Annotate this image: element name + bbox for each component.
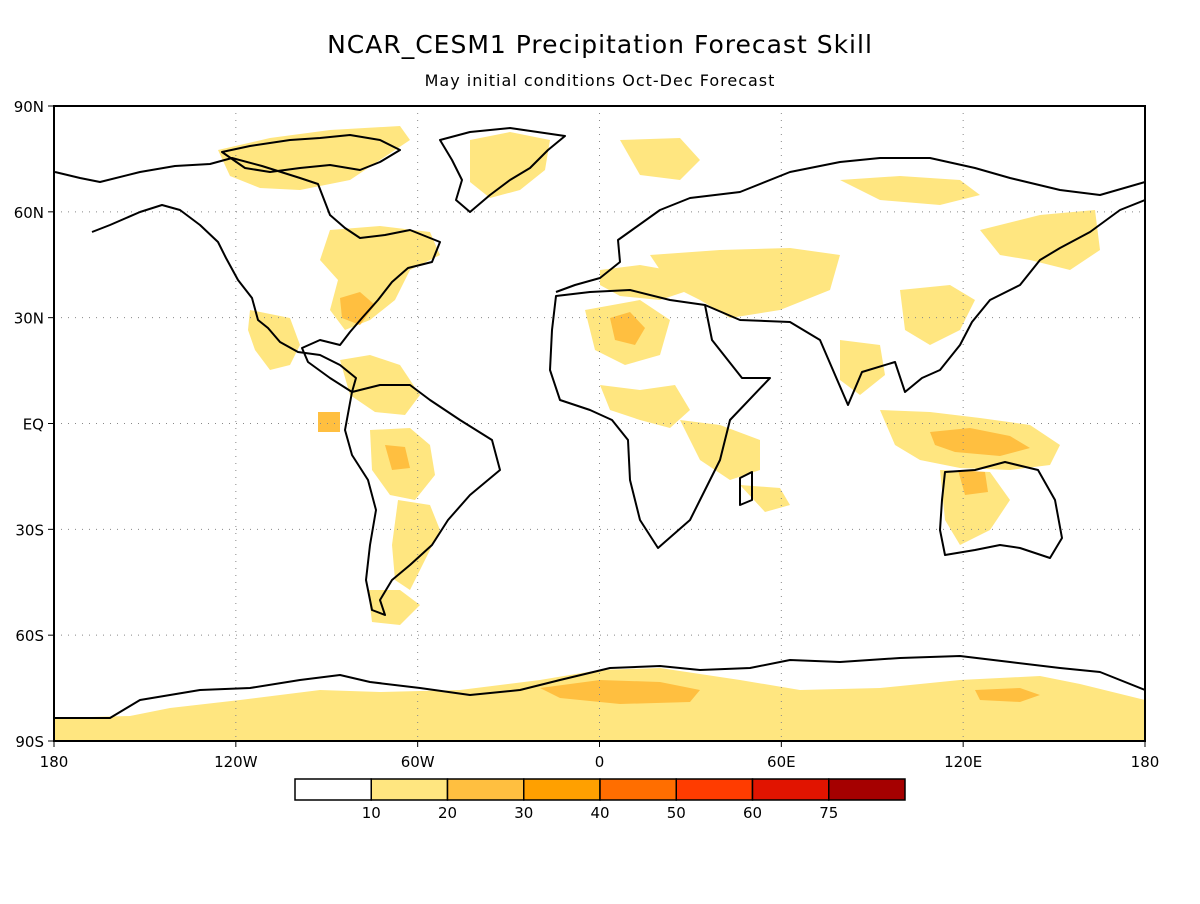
- shade-east-asia: [900, 285, 975, 345]
- colorbar-label: 50: [667, 804, 686, 822]
- coast-australia: [939, 461, 1063, 559]
- coast-south-america: [344, 384, 501, 616]
- shade-east-africa: [680, 420, 760, 480]
- lon-tick-label: 180: [1131, 753, 1160, 771]
- shade-southern-sa: [392, 500, 440, 590]
- colorbar-label: 30: [514, 804, 533, 822]
- lat-tick-label: 90N: [14, 98, 44, 116]
- colorbar-swatch: [751, 778, 830, 801]
- shade-siberia: [840, 176, 980, 205]
- latitude-axis: 90N 60N 30N EQ 30S 60S 90S: [14, 98, 54, 751]
- colorbar-label: 20: [438, 804, 457, 822]
- shade-sahara-core: [610, 312, 645, 345]
- shade-australia: [940, 470, 1010, 545]
- colorbar-label: 75: [819, 804, 838, 822]
- colorbar-swatch: [828, 778, 906, 801]
- shade-mexico: [248, 310, 300, 370]
- shade-antarctica-core: [540, 680, 700, 704]
- coast-africa: [549, 289, 771, 549]
- coast-arctic-islands: [221, 134, 401, 173]
- shade-arctic-ocean: [620, 138, 700, 180]
- coast-north-america: [54, 157, 441, 393]
- colorbar: 10 20 30 40 50 60 75: [294, 778, 906, 822]
- coast-antarctica: [54, 655, 1146, 719]
- shade-far-east: [980, 210, 1100, 270]
- lat-tick-label: 60S: [15, 627, 44, 645]
- lat-tick-label: EQ: [23, 416, 44, 434]
- longitude-axis: 180 120W 60W 0 60E 120E 180: [40, 741, 1160, 771]
- colorbar-swatch: [599, 778, 677, 801]
- lon-tick-label: 120E: [944, 753, 982, 771]
- lon-tick-label: 120W: [214, 753, 258, 771]
- map-title: NCAR_CESM1 Precipitation Forecast Skill: [327, 30, 873, 59]
- colorbar-swatch: [370, 778, 449, 801]
- shade-antarctica: [54, 668, 1145, 741]
- shade-us-east-core: [340, 292, 375, 325]
- shade-central-asia: [650, 248, 840, 318]
- coastlines: [54, 127, 1146, 719]
- colorbar-label: 10: [362, 804, 381, 822]
- skill-class-2: [318, 292, 1040, 704]
- colorbar-label: 40: [590, 804, 609, 822]
- lat-tick-label: 30N: [14, 310, 44, 328]
- shade-eq-pacific: [318, 412, 340, 432]
- map-plot-area: [53, 105, 1146, 742]
- shade-arctic-canada: [218, 126, 410, 190]
- lon-tick-label: 60W: [401, 753, 435, 771]
- coast-greenland: [439, 127, 566, 213]
- lon-tick-label: 0: [595, 753, 605, 771]
- coast-madagascar: [739, 471, 753, 506]
- shade-australia-core: [958, 470, 988, 495]
- lon-tick-label: 180: [40, 753, 69, 771]
- shade-greenland: [470, 132, 550, 198]
- map-subtitle: May initial conditions Oct-Dec Forecast: [425, 71, 776, 90]
- lon-tick-label: 60E: [767, 753, 796, 771]
- shade-amazon-core: [385, 445, 410, 470]
- coast-europe: [555, 157, 1146, 293]
- shade-india: [840, 340, 885, 395]
- lat-tick-label: 90S: [15, 733, 44, 751]
- shade-maritime-core: [930, 428, 1030, 456]
- map-grid: [54, 106, 1145, 741]
- colorbar-swatch: [675, 778, 754, 801]
- shade-antarctica-east: [975, 688, 1040, 702]
- shade-sahel: [600, 385, 690, 428]
- coast-asia: [704, 199, 1146, 406]
- colorbar-swatch: [446, 778, 525, 801]
- lat-tick-label: 60N: [14, 204, 44, 222]
- lat-tick-label: 30S: [15, 521, 44, 539]
- colorbar-swatch: [294, 778, 372, 801]
- colorbar-label: 60: [743, 804, 762, 822]
- colorbar-swatch: [523, 778, 601, 801]
